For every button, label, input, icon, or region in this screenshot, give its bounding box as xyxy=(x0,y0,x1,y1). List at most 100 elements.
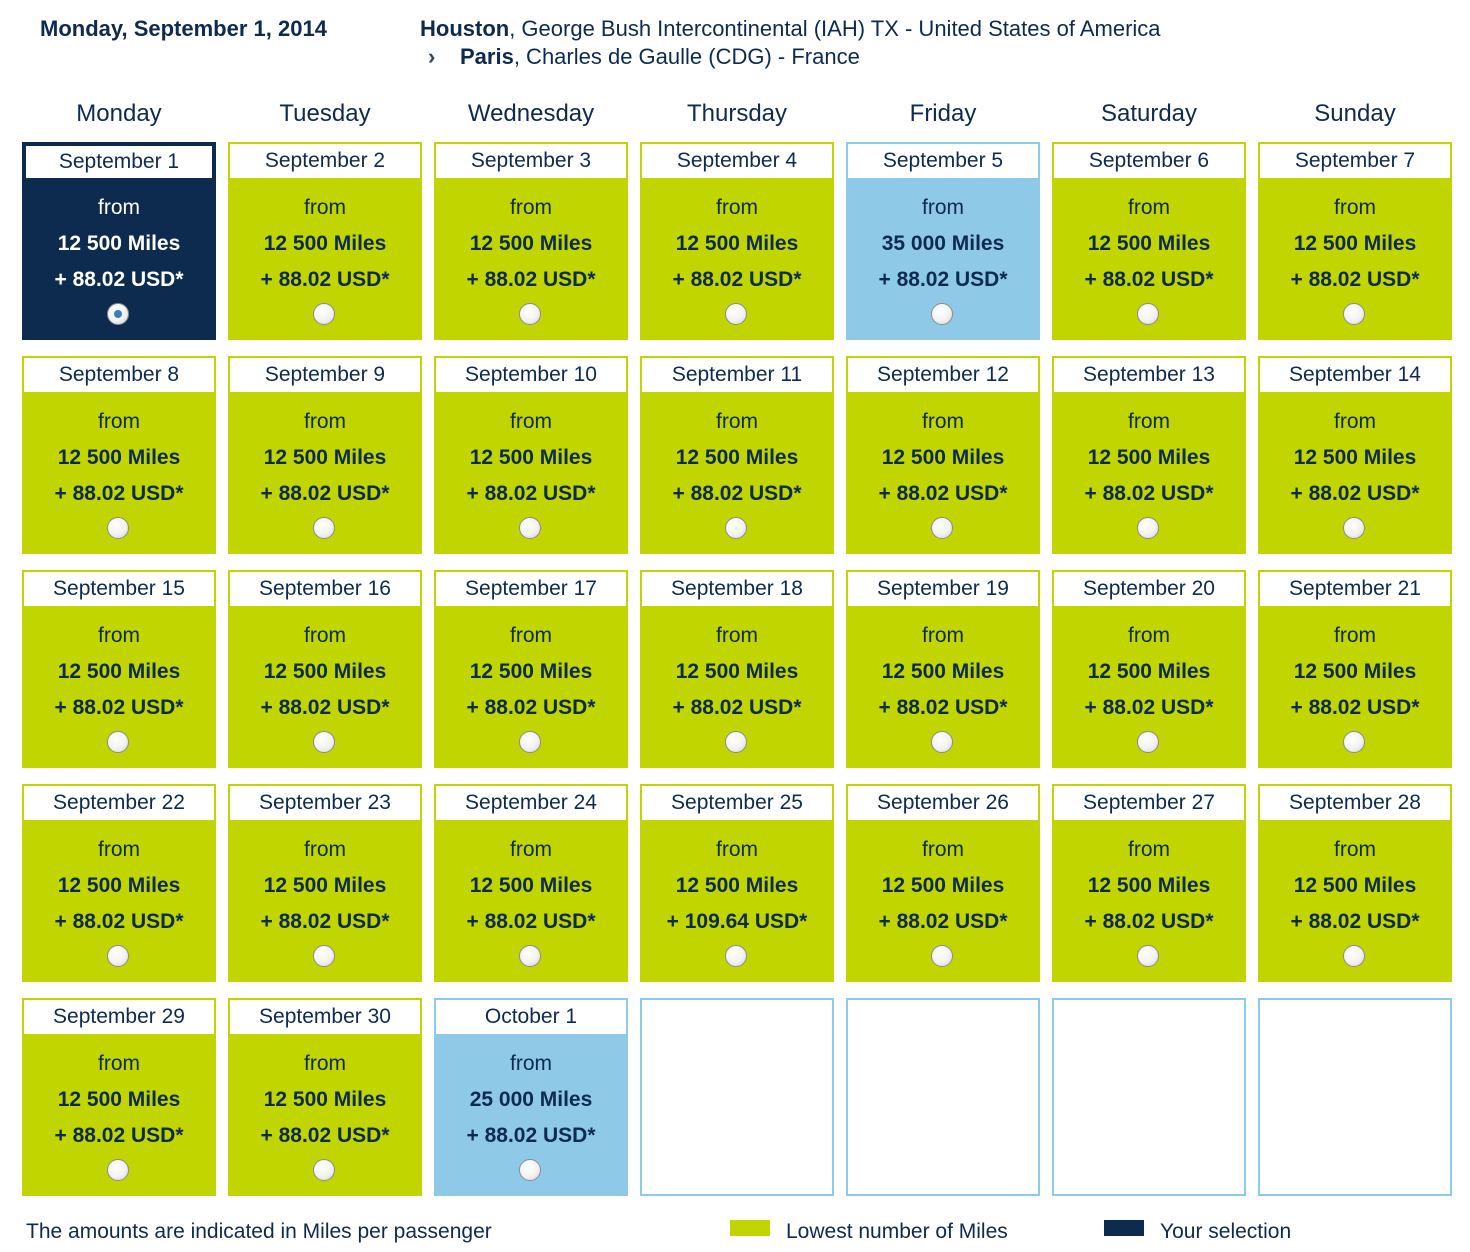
miles-value: 12 500 Miles xyxy=(57,446,181,469)
from-label: from xyxy=(98,196,140,219)
calendar-day-cell[interactable]: September 3 from 12 500 Miles + 88.02 USD* xyxy=(434,142,628,340)
day-date-label: September 16 xyxy=(230,572,420,606)
calendar-day-cell[interactable]: September 27 from 12 500 Miles + 88.02 USD* xyxy=(1052,784,1246,982)
weekday-tuesday: Tuesday xyxy=(279,100,371,127)
day-date-label: September 13 xyxy=(1054,358,1244,392)
day-date-label: September 8 xyxy=(24,358,214,392)
calendar-day-cell[interactable]: September 28 from 12 500 Miles + 88.02 USD* xyxy=(1258,784,1452,982)
chevron-right-icon: › xyxy=(428,44,436,69)
miles-note: The amounts are indicated in Miles per p… xyxy=(26,1220,492,1243)
calendar-day-cell[interactable]: October 1 from 25 000 Miles + 88.02 USD* xyxy=(434,998,628,1196)
day-radio-button[interactable] xyxy=(107,731,129,753)
from-label: from xyxy=(922,196,964,219)
day-radio-button[interactable] xyxy=(107,303,129,325)
day-radio-button[interactable] xyxy=(725,945,747,967)
tax-value: + 88.02 USD* xyxy=(260,268,390,291)
day-radio-button[interactable] xyxy=(519,303,541,325)
origin-airport: Houston, George Bush Intercontinental (I… xyxy=(420,16,1161,42)
calendar-day-cell[interactable]: September 22 from 12 500 Miles + 88.02 USD* xyxy=(22,784,216,982)
day-date-label: September 11 xyxy=(642,358,832,392)
day-radio-button[interactable] xyxy=(1343,517,1365,539)
calendar-day-cell[interactable]: September 14 from 12 500 Miles + 88.02 USD* xyxy=(1258,356,1452,554)
calendar-day-cell[interactable]: September 20 from 12 500 Miles + 88.02 USD* xyxy=(1052,570,1246,768)
origin-detail: , George Bush Intercontinental (IAH) TX … xyxy=(509,16,1161,41)
calendar-day-cell[interactable]: September 26 from 12 500 Miles + 88.02 USD* xyxy=(846,784,1040,982)
day-radio-button[interactable] xyxy=(931,517,953,539)
day-radio-button[interactable] xyxy=(1137,303,1159,325)
day-date-label: September 9 xyxy=(230,358,420,392)
weekday-header-row: Monday Tuesday Wednesday Thursday Friday Satu… xyxy=(22,100,1452,134)
day-radio-button[interactable] xyxy=(725,517,747,539)
calendar-day-cell[interactable]: September 23 from 12 500 Miles + 88.02 USD* xyxy=(228,784,422,982)
day-radio-button[interactable] xyxy=(519,945,541,967)
from-label: from xyxy=(1334,624,1376,647)
day-radio-button[interactable] xyxy=(1343,303,1365,325)
calendar-day-cell[interactable]: September 11 from 12 500 Miles + 88.02 USD* xyxy=(640,356,834,554)
day-date-label: September 23 xyxy=(230,786,420,820)
tax-value: + 88.02 USD* xyxy=(466,696,596,719)
calendar-day-cell[interactable]: September 4 from 12 500 Miles + 88.02 USD* xyxy=(640,142,834,340)
calendar-day-cell[interactable]: September 24 from 12 500 Miles + 88.02 USD* xyxy=(434,784,628,982)
day-radio-button[interactable] xyxy=(1137,945,1159,967)
calendar-day-cell[interactable]: September 10 from 12 500 Miles + 88.02 USD* xyxy=(434,356,628,554)
day-radio-button[interactable] xyxy=(931,731,953,753)
calendar-day-cell[interactable]: September 18 from 12 500 Miles + 88.02 USD* xyxy=(640,570,834,768)
day-radio-button[interactable] xyxy=(519,517,541,539)
day-radio-button[interactable] xyxy=(931,945,953,967)
miles-value: 12 500 Miles xyxy=(881,446,1005,469)
calendar-day-cell[interactable]: September 25 from 12 500 Miles + 109.64 USD… xyxy=(640,784,834,982)
calendar-day-cell[interactable]: September 17 from 12 500 Miles + 88.02 USD* xyxy=(434,570,628,768)
miles-value: 12 500 Miles xyxy=(469,874,593,897)
calendar-day-cell[interactable]: September 16 from 12 500 Miles + 88.02 USD* xyxy=(228,570,422,768)
miles-value: 12 500 Miles xyxy=(1293,232,1417,255)
calendar-day-cell[interactable]: September 30 from 12 500 Miles + 88.02 USD* xyxy=(228,998,422,1196)
day-radio-button[interactable] xyxy=(1137,517,1159,539)
day-radio-button[interactable] xyxy=(1343,945,1365,967)
day-radio-button[interactable] xyxy=(313,945,335,967)
calendar-day-cell[interactable]: September 15 from 12 500 Miles + 88.02 USD* xyxy=(22,570,216,768)
from-label: from xyxy=(1128,624,1170,647)
miles-value: 12 500 Miles xyxy=(1293,446,1417,469)
calendar-day-cell[interactable]: September 1 from 12 500 Miles + 88.02 USD* xyxy=(22,142,216,340)
from-label: from xyxy=(304,196,346,219)
day-date-label: September 21 xyxy=(1260,572,1450,606)
weekday-wednesday: Wednesday xyxy=(467,100,595,127)
calendar-grid: September 1 from 12 500 Miles + 88.02 USD* S… xyxy=(22,142,1452,1198)
day-date-label: September 5 xyxy=(848,144,1038,178)
day-radio-button[interactable] xyxy=(931,303,953,325)
miles-value: 12 500 Miles xyxy=(1293,874,1417,897)
calendar-day-cell[interactable]: September 29 from 12 500 Miles + 88.02 USD* xyxy=(22,998,216,1196)
calendar-day-cell[interactable]: September 6 from 12 500 Miles + 88.02 USD* xyxy=(1052,142,1246,340)
calendar-day-cell[interactable]: September 5 from 35 000 Miles + 88.02 USD* xyxy=(846,142,1040,340)
legend-selection-label: Your selection xyxy=(1160,1220,1292,1243)
calendar-day-cell[interactable]: September 19 from 12 500 Miles + 88.02 USD* xyxy=(846,570,1040,768)
calendar-day-cell[interactable]: September 7 from 12 500 Miles + 88.02 USD* xyxy=(1258,142,1452,340)
day-radio-button[interactable] xyxy=(313,1159,335,1181)
day-radio-button[interactable] xyxy=(313,303,335,325)
miles-value: 12 500 Miles xyxy=(675,874,799,897)
day-radio-button[interactable] xyxy=(107,945,129,967)
calendar-day-cell[interactable]: September 12 from 12 500 Miles + 88.02 USD* xyxy=(846,356,1040,554)
calendar-day-cell[interactable]: September 21 from 12 500 Miles + 88.02 USD* xyxy=(1258,570,1452,768)
day-radio-button[interactable] xyxy=(1137,731,1159,753)
day-radio-button[interactable] xyxy=(519,731,541,753)
day-radio-button[interactable] xyxy=(1343,731,1365,753)
day-radio-button[interactable] xyxy=(313,731,335,753)
miles-value: 12 500 Miles xyxy=(57,874,181,897)
calendar-day-cell[interactable]: September 9 from 12 500 Miles + 88.02 USD* xyxy=(228,356,422,554)
miles-value: 12 500 Miles xyxy=(263,660,387,683)
day-radio-button[interactable] xyxy=(725,731,747,753)
tax-value: + 88.02 USD* xyxy=(466,910,596,933)
day-radio-button[interactable] xyxy=(725,303,747,325)
miles-value: 12 500 Miles xyxy=(881,660,1005,683)
day-radio-button[interactable] xyxy=(313,517,335,539)
day-radio-button[interactable] xyxy=(519,1159,541,1181)
day-date-label: September 30 xyxy=(230,1000,420,1034)
calendar-day-cell[interactable]: September 2 from 12 500 Miles + 88.02 USD* xyxy=(228,142,422,340)
calendar-day-cell[interactable]: September 8 from 12 500 Miles + 88.02 USD* xyxy=(22,356,216,554)
calendar-day-cell[interactable]: September 13 from 12 500 Miles + 88.02 USD* xyxy=(1052,356,1246,554)
from-label: from xyxy=(304,838,346,861)
day-radio-button[interactable] xyxy=(107,517,129,539)
weekday-thursday: Thursday xyxy=(686,100,788,127)
day-radio-button[interactable] xyxy=(107,1159,129,1181)
